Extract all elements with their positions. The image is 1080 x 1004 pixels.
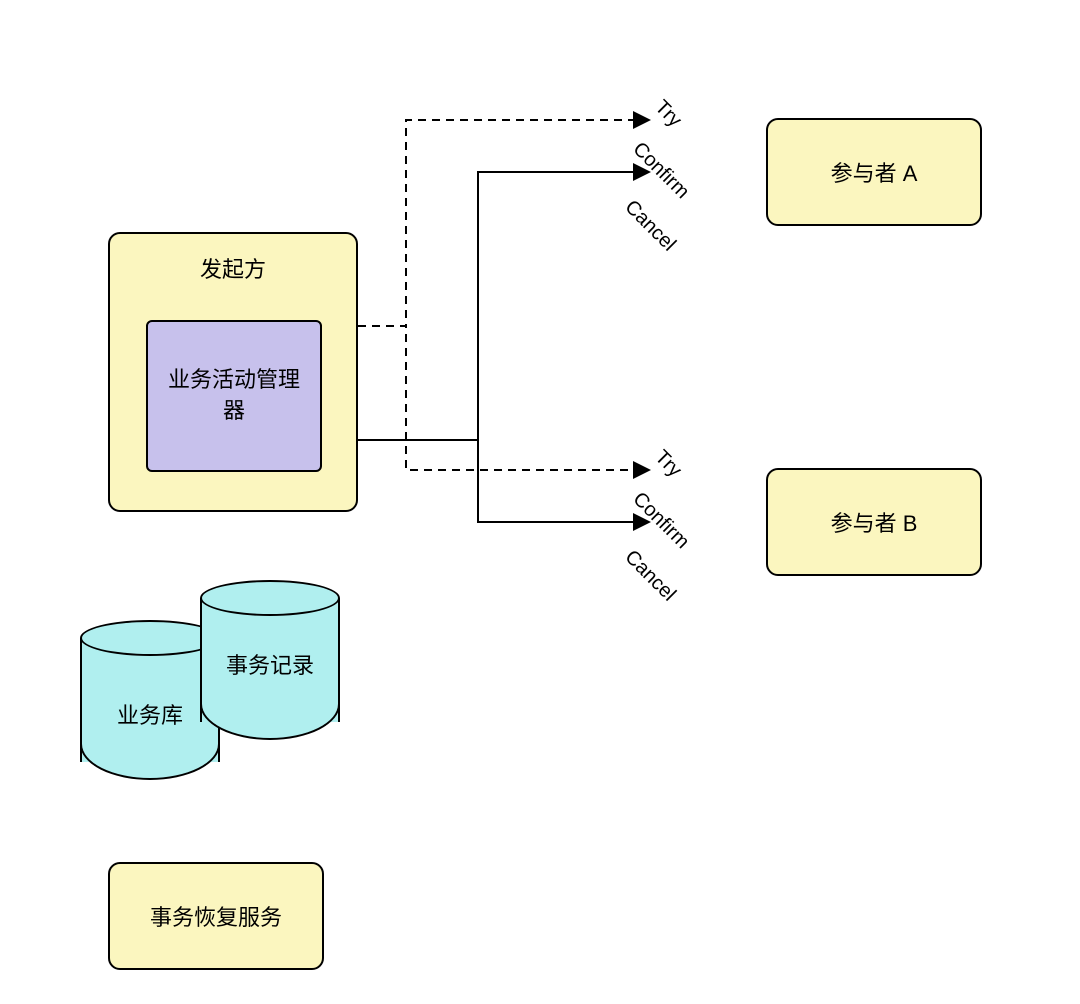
edge-confirm-a <box>358 172 648 440</box>
recovery-label: 事务恢复服务 <box>150 900 282 932</box>
edge-label-try-b: Try <box>650 446 686 482</box>
edge-try-b <box>358 326 648 470</box>
db-txn-label: 事务记录 <box>200 648 340 680</box>
edge-label-cancel-b: Cancel <box>620 546 680 606</box>
edge-try-a <box>358 120 648 326</box>
db-business-cylinder: 业务库 <box>80 620 220 780</box>
manager-box: 业务活动管理器 <box>146 320 322 472</box>
participant-b-box: 参与者 B <box>766 468 982 576</box>
edge-confirm-b <box>358 440 648 522</box>
participant-a-box: 参与者 A <box>766 118 982 226</box>
recovery-box: 事务恢复服务 <box>108 862 324 970</box>
db-business-label: 业务库 <box>80 698 220 730</box>
manager-label: 业务活动管理器 <box>148 365 320 427</box>
db-txn-cylinder: 事务记录 <box>200 580 340 740</box>
edge-label-confirm-a: Confirm <box>628 138 694 204</box>
edge-label-cancel-a: Cancel <box>620 196 680 256</box>
participant-b-label: 参与者 B <box>831 506 918 538</box>
participant-a-label: 参与者 A <box>831 156 918 188</box>
initiator-label: 发起方 <box>108 252 358 284</box>
edge-label-try-a: Try <box>650 96 686 132</box>
edge-label-confirm-b: Confirm <box>628 488 694 554</box>
